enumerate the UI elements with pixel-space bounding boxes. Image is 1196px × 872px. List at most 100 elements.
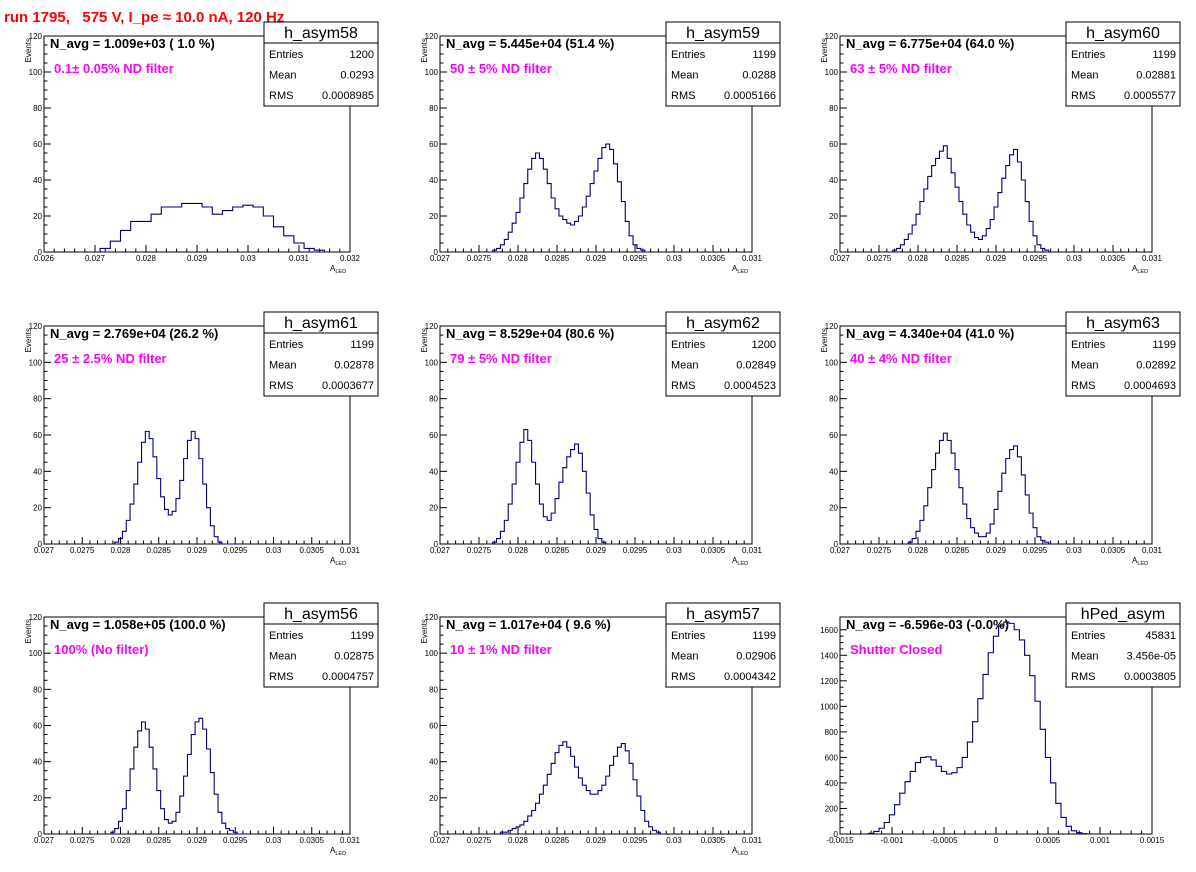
histogram-bin: [936, 766, 941, 834]
stats-label: RMS: [671, 671, 695, 683]
x-tick-label: 0.0285: [545, 546, 570, 555]
x-tick-label: 0.0305: [701, 546, 726, 555]
histogram-bin: [168, 515, 172, 544]
histogram-bin: [184, 459, 188, 544]
y-axis-label: Events: [24, 328, 33, 352]
histogram-bin: [187, 440, 191, 544]
x-tick-label: 0.0275: [467, 254, 492, 263]
histogram-bin: [582, 785, 586, 834]
stats-label: RMS: [269, 90, 293, 102]
stats-value: 1199: [1152, 49, 1176, 61]
histogram-bin: [955, 470, 959, 544]
histogram-bin: [153, 457, 157, 544]
histogram-bin: [547, 184, 551, 252]
stats-box: [665, 21, 781, 107]
x-tick-label: 0.029: [187, 546, 208, 555]
histogram-bin: [176, 499, 180, 544]
histogram-bin: [1014, 630, 1019, 834]
x-tick-label: 0.0295: [623, 546, 648, 555]
histogram-bin: [955, 187, 959, 252]
histogram-bin: [594, 171, 598, 252]
histogram-bin: [924, 506, 928, 544]
histogram-bin: [153, 769, 157, 834]
histogram-bin: [571, 225, 575, 252]
histogram-bin: [145, 729, 149, 834]
histogram-bin: [497, 539, 501, 544]
histogram-bin: [614, 164, 618, 252]
histogram-bin: [912, 539, 916, 544]
histogram-bin: [1010, 155, 1014, 252]
stats-label: Entries: [269, 630, 304, 642]
histogram-bin: [180, 796, 184, 834]
stats-value: 1199: [350, 630, 374, 642]
histogram-bin: [629, 763, 633, 834]
histogram-bin: [504, 520, 508, 544]
histogram-bin: [528, 169, 532, 252]
histogram-bin: [126, 791, 130, 834]
histogram-name: h_asym63: [1086, 315, 1160, 332]
histogram-bin: [567, 747, 571, 834]
x-tick-label: 0.0285: [147, 546, 172, 555]
histogram-bin: [207, 749, 211, 834]
x-tick-label: 0.03: [266, 836, 282, 845]
histogram-bin: [637, 796, 641, 834]
x-tick-label: 0.027: [430, 836, 451, 845]
histogram-bin: [959, 202, 963, 252]
y-tick-label: 60: [429, 722, 438, 731]
histogram-bin: [536, 153, 540, 252]
histogram-bin: [982, 236, 986, 252]
histogram-bin: [516, 462, 520, 544]
navg-label: N_avg = 1.009e+03 ( 1.0 %): [50, 36, 215, 51]
stats-label: RMS: [1071, 671, 1095, 683]
y-tick-label: 1400: [820, 651, 838, 660]
stats-value: 0.0003805: [1124, 671, 1176, 683]
x-tick-label: 0.0305: [701, 254, 726, 263]
x-tick-label: 0.0295: [1023, 254, 1048, 263]
histogram-bin: [508, 504, 512, 544]
filter-annotation: 63 ± 5% ND filter: [850, 61, 952, 76]
y-tick-label: 40: [33, 467, 42, 476]
histogram-bin: [182, 203, 192, 252]
histogram-bin: [1002, 178, 1006, 252]
histogram-bin: [931, 760, 936, 834]
histogram-line: [99, 202, 326, 252]
histogram-bin: [528, 816, 532, 834]
histogram-bin: [134, 484, 138, 544]
y-axis-label: Events: [420, 38, 429, 62]
histogram-bin: [532, 462, 536, 544]
x-tick-label: 0.001: [1090, 836, 1111, 845]
histogram-bin: [1009, 623, 1014, 834]
histogram-bin: [559, 216, 563, 252]
navg-label: N_avg = 2.769e+04 (26.2 %): [50, 326, 218, 341]
histogram-name: h_asym61: [284, 315, 358, 332]
histogram-bin: [951, 173, 955, 252]
histogram-bin: [210, 773, 214, 834]
histogram-bin: [1037, 537, 1041, 544]
histogram-bin: [547, 774, 551, 834]
x-tick-label: -0.0005: [930, 836, 958, 845]
stats-label: Entries: [671, 339, 706, 351]
y-tick-label: 80: [429, 395, 438, 404]
x-tick-label: 0.027: [85, 254, 106, 263]
histogram-bin: [263, 216, 273, 252]
histogram-bin: [149, 439, 153, 544]
x-tick-label: 0.0285: [545, 254, 570, 263]
y-tick-label: 100: [425, 68, 439, 77]
stats-label: Entries: [1071, 49, 1106, 61]
histogram-bin: [947, 774, 952, 834]
y-tick-label: 0: [434, 248, 439, 257]
histogram-bin: [122, 531, 126, 544]
histogram-bin: [130, 504, 134, 544]
x-tick-label: 0.0275: [70, 836, 95, 845]
x-tick-label: 0.031: [742, 254, 763, 263]
histogram-bin: [532, 158, 536, 252]
y-tick-label: 80: [429, 104, 438, 113]
stats-label: RMS: [671, 90, 695, 102]
x-tick-label: 0.026: [34, 254, 55, 263]
histogram-bin: [212, 214, 222, 252]
histogram-bin: [578, 216, 582, 252]
histogram-bin: [1021, 475, 1025, 544]
y-tick-label: 200: [825, 804, 839, 813]
y-tick-label: 20: [33, 212, 42, 221]
histogram-bin: [195, 722, 199, 834]
